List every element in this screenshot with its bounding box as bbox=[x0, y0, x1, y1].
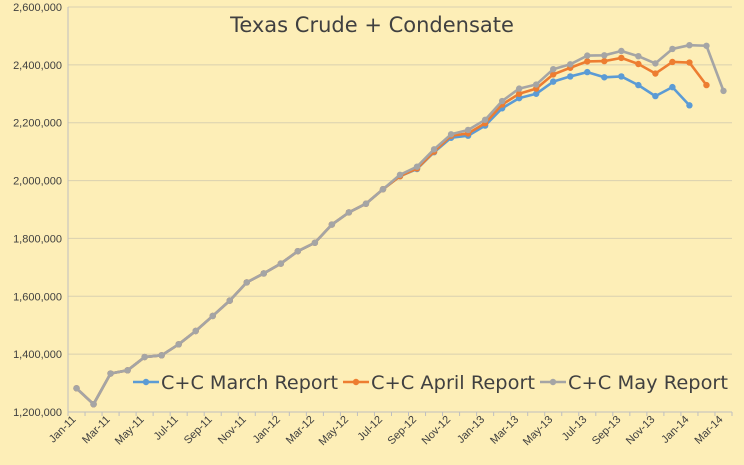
data-point bbox=[277, 260, 285, 267]
data-point bbox=[601, 52, 608, 59]
data-point bbox=[550, 65, 557, 73]
data-point bbox=[652, 60, 659, 67]
data-point bbox=[601, 57, 608, 65]
data-point bbox=[311, 239, 319, 246]
data-point bbox=[192, 327, 199, 335]
data-point bbox=[209, 312, 216, 320]
data-point bbox=[584, 52, 591, 59]
data-point bbox=[635, 60, 642, 68]
data-point bbox=[175, 341, 182, 348]
data-point bbox=[720, 87, 727, 95]
legend-label: C+C March Report bbox=[161, 372, 338, 394]
y-tick-label: 1,400,000 bbox=[13, 349, 62, 361]
data-point bbox=[90, 400, 97, 408]
data-point bbox=[635, 81, 642, 89]
data-point bbox=[618, 47, 625, 55]
legend-swatch-marker bbox=[549, 378, 557, 386]
data-point bbox=[703, 42, 710, 49]
data-point bbox=[481, 116, 489, 124]
legend-label: C+C May Report bbox=[568, 372, 728, 394]
data-point bbox=[686, 102, 693, 109]
data-point bbox=[379, 186, 387, 193]
data-point bbox=[533, 81, 540, 88]
data-point bbox=[550, 71, 557, 78]
data-point bbox=[226, 297, 233, 304]
data-point bbox=[703, 81, 710, 89]
data-point bbox=[260, 270, 267, 277]
y-tick-label: 1,600,000 bbox=[13, 291, 62, 303]
legend-swatch-marker bbox=[352, 378, 360, 386]
data-point bbox=[686, 59, 693, 66]
data-point bbox=[567, 73, 574, 80]
data-point bbox=[669, 58, 676, 66]
data-point bbox=[107, 370, 114, 377]
data-point bbox=[294, 247, 302, 255]
legend-swatch-marker bbox=[142, 378, 150, 386]
series-lines bbox=[73, 41, 727, 408]
y-tick-label: 1,800,000 bbox=[13, 233, 62, 245]
data-point bbox=[567, 61, 574, 68]
data-point bbox=[652, 70, 659, 77]
legend-label: C+C April Report bbox=[371, 372, 535, 394]
data-point bbox=[345, 209, 353, 216]
y-tick-label: 2,600,000 bbox=[13, 2, 62, 14]
chart-title: Texas Crude + Condensate bbox=[229, 13, 514, 37]
data-point bbox=[158, 352, 165, 359]
data-point bbox=[686, 41, 693, 49]
data-point bbox=[669, 83, 676, 91]
data-point bbox=[550, 78, 557, 85]
data-point bbox=[618, 73, 625, 80]
data-point bbox=[515, 90, 523, 97]
y-tick-label: 2,400,000 bbox=[13, 60, 62, 72]
data-point bbox=[73, 385, 80, 392]
y-tick-label: 1,200,000 bbox=[13, 407, 62, 419]
data-point bbox=[669, 45, 676, 53]
data-point bbox=[141, 353, 148, 361]
data-point bbox=[430, 146, 438, 153]
gridlines bbox=[68, 6, 732, 413]
data-point bbox=[533, 90, 540, 97]
data-point bbox=[447, 131, 455, 138]
data-point bbox=[584, 58, 591, 65]
data-point bbox=[413, 163, 421, 170]
data-point bbox=[328, 221, 336, 228]
y-tick-label: 2,200,000 bbox=[13, 118, 62, 130]
data-point bbox=[601, 74, 608, 81]
data-point bbox=[243, 279, 250, 286]
data-point bbox=[652, 92, 659, 100]
data-point bbox=[584, 68, 591, 76]
data-point bbox=[635, 52, 642, 60]
data-point bbox=[618, 54, 625, 62]
data-point bbox=[464, 126, 472, 134]
data-point bbox=[124, 367, 131, 374]
data-point bbox=[362, 200, 370, 207]
legend: C+C March Report C+C April Report C+C May … bbox=[133, 372, 728, 394]
data-point bbox=[515, 85, 523, 92]
data-point bbox=[498, 97, 506, 105]
data-point bbox=[396, 171, 404, 178]
y-tick-label: 2,000,000 bbox=[13, 176, 62, 188]
